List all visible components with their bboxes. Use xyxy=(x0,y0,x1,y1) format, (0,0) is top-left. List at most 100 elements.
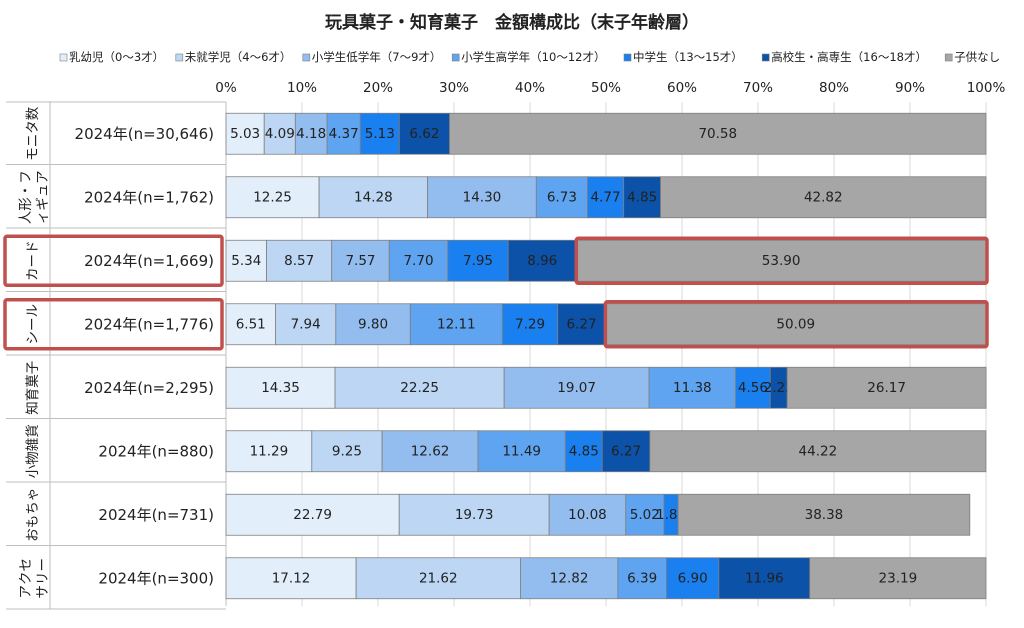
data-label-7-1: 21.62 xyxy=(419,570,458,586)
data-label-4-4: 4.56 xyxy=(738,380,768,396)
data-label-6-1: 19.73 xyxy=(455,507,494,523)
bar-segment-0-6 xyxy=(449,112,987,155)
chart-title: 玩具菓子・知育菓子 金額構成比（末子年齢層） xyxy=(325,12,699,33)
data-label-7-5: 11.96 xyxy=(745,570,784,586)
data-label-1-1: 14.28 xyxy=(354,189,393,205)
legend-swatch-1 xyxy=(175,53,184,62)
data-label-6-3: 5.02 xyxy=(630,507,660,523)
bar-segment-1-2 xyxy=(427,176,537,219)
category-label-3: 2024年(n=1,776) xyxy=(84,315,214,333)
data-label-1-5: 4.85 xyxy=(627,189,657,205)
bar-segment-6-6 xyxy=(677,493,971,536)
bar-segment-7-3 xyxy=(617,557,667,600)
bar-segment-0-0 xyxy=(225,112,265,155)
category-label-1: 2024年(n=1,762) xyxy=(84,188,214,206)
bar-segment-6-1 xyxy=(398,493,550,536)
legend-label-0: 乳幼児（0～3才） xyxy=(69,50,164,64)
data-label-4-2: 19.07 xyxy=(557,380,596,396)
category-label-4: 2024年(n=2,295) xyxy=(84,379,214,397)
bar-segment-0-4 xyxy=(359,112,400,155)
legend-label-3: 小学生高学年（10～12才） xyxy=(461,50,605,64)
data-label-4-5: 2.23 xyxy=(764,380,794,396)
data-label-2-2: 7.57 xyxy=(345,253,375,269)
group-label-6: おもちゃ xyxy=(25,488,41,542)
data-label-5-3: 11.49 xyxy=(502,443,541,459)
bar-segment-5-1 xyxy=(311,430,383,473)
data-label-0-5: 6.62 xyxy=(409,126,439,142)
bar-segment-3-6 xyxy=(604,303,987,346)
data-label-3-5: 6.27 xyxy=(567,316,597,332)
legend-swatch-4 xyxy=(623,53,632,62)
data-label-7-0: 17.12 xyxy=(272,570,311,586)
data-label-0-3: 4.37 xyxy=(329,126,359,142)
data-label-3-6: 50.09 xyxy=(776,316,815,332)
data-label-2-3: 7.70 xyxy=(403,253,433,269)
highlight-box-bar-3 xyxy=(603,300,989,349)
data-label-7-2: 12.82 xyxy=(550,570,589,586)
bar-segment-7-6 xyxy=(809,557,987,600)
bar-segment-5-2 xyxy=(381,430,479,473)
data-label-2-5: 8.96 xyxy=(527,253,557,269)
x-tick-label-5: 50% xyxy=(591,80,621,96)
group-label-0: モニタ数 xyxy=(25,106,41,160)
data-label-2-4: 7.95 xyxy=(463,253,493,269)
highlight-box-category-2 xyxy=(3,234,224,287)
data-label-4-0: 14.35 xyxy=(261,380,300,396)
bar-segment-5-3 xyxy=(477,430,566,473)
data-label-3-4: 7.29 xyxy=(515,316,545,332)
data-label-7-3: 6.39 xyxy=(627,570,657,586)
legend-swatch-2 xyxy=(302,53,311,62)
bar-segment-3-5 xyxy=(557,303,606,346)
data-label-0-1: 4.09 xyxy=(265,126,295,142)
x-tick-label-9: 90% xyxy=(895,80,925,96)
bar-segment-2-5 xyxy=(507,239,577,282)
legend-swatch-0 xyxy=(59,53,68,62)
data-label-1-6: 42.82 xyxy=(804,189,843,205)
legend-label-4: 中学生（13～15才） xyxy=(633,50,743,64)
bar-segment-0-3 xyxy=(326,112,361,155)
legend-label-2: 小学生低学年（7～9才） xyxy=(312,50,442,64)
category-label-7: 2024年(n=300) xyxy=(98,569,214,587)
group-label-2: カード xyxy=(25,241,41,282)
category-label-0: 2024年(n=30,646) xyxy=(75,125,214,143)
bar-segment-1-0 xyxy=(225,176,320,219)
data-label-6-2: 10.08 xyxy=(568,507,607,523)
x-tick-label-7: 70% xyxy=(743,80,773,96)
legend-swatch-5 xyxy=(761,53,770,62)
bar-segment-7-2 xyxy=(520,557,619,600)
data-label-4-1: 22.25 xyxy=(400,380,439,396)
data-label-1-2: 14.30 xyxy=(463,189,502,205)
data-label-2-6: 53.90 xyxy=(762,253,801,269)
data-label-3-3: 12.11 xyxy=(437,316,476,332)
group-label-3: シール xyxy=(25,304,41,345)
bar-segment-2-3 xyxy=(388,239,449,282)
group-label-5: 小物雑貨 xyxy=(24,424,41,478)
legend-swatch-6 xyxy=(944,53,953,62)
data-label-3-2: 9.80 xyxy=(358,316,388,332)
legend-swatch-3 xyxy=(451,53,460,62)
bar-segment-7-1 xyxy=(355,557,521,600)
data-label-5-2: 12.62 xyxy=(411,443,450,459)
bar-segment-2-0 xyxy=(225,239,267,282)
data-label-5-0: 11.29 xyxy=(250,443,289,459)
bar-segment-3-3 xyxy=(409,303,503,346)
x-tick-label-10: 100% xyxy=(967,80,1006,96)
bar-segment-4-6 xyxy=(786,366,987,409)
data-label-7-6: 23.19 xyxy=(879,570,918,586)
bar-segment-1-6 xyxy=(660,176,987,219)
data-label-1-3: 6.73 xyxy=(547,189,577,205)
bar-segment-1-3 xyxy=(535,176,588,219)
data-label-3-0: 6.51 xyxy=(236,316,266,332)
data-label-3-1: 7.94 xyxy=(291,316,321,332)
x-tick-label-0: 0% xyxy=(215,80,237,96)
data-label-4-6: 26.17 xyxy=(867,380,906,396)
data-label-4-3: 11.38 xyxy=(673,380,712,396)
bar-segment-4-3 xyxy=(648,366,736,409)
data-label-0-6: 70.58 xyxy=(698,126,737,142)
bar-segment-1-1 xyxy=(318,176,429,219)
legend-label-1: 未就学児（4～6才） xyxy=(185,50,292,64)
data-label-6-0: 22.79 xyxy=(293,507,332,523)
legend-label-5: 高校生・高専生（16～18才） xyxy=(771,50,927,64)
